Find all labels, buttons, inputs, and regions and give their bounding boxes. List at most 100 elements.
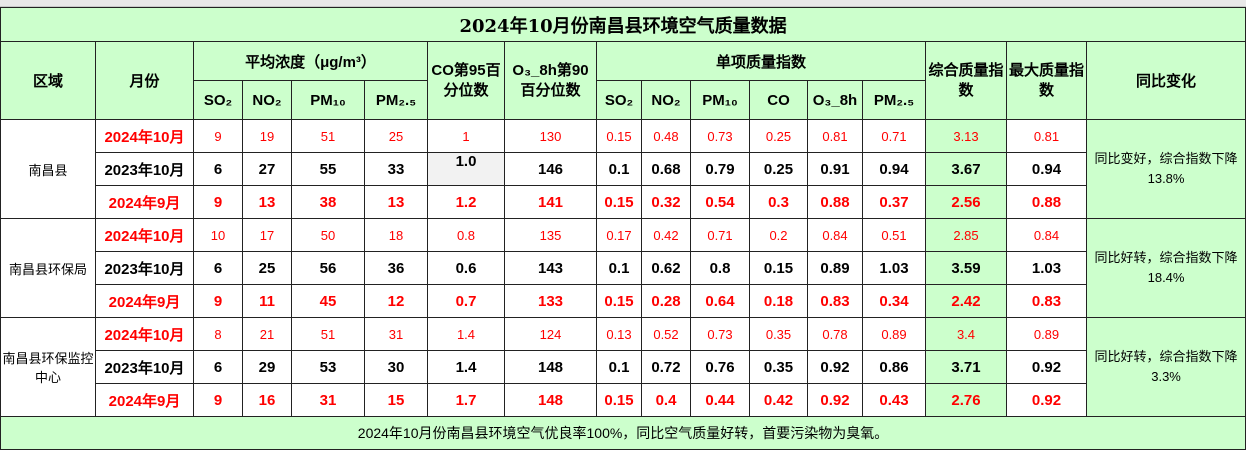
value-cell: 0.89	[807, 251, 863, 285]
value-cell: 3.71	[925, 350, 1007, 384]
value-cell: 0.92	[807, 350, 863, 384]
value-cell: 0.1	[596, 152, 642, 186]
value-cell: 0.6	[427, 251, 505, 285]
value-cell: 2.85	[925, 218, 1007, 252]
value-cell: 130	[504, 119, 597, 153]
value-cell: 9	[193, 383, 243, 417]
value-cell: 0.15	[596, 383, 642, 417]
value-cell: 0.71	[690, 218, 750, 252]
value-cell: 0.89	[862, 317, 926, 351]
month-cell: 2023年10月	[95, 350, 194, 384]
value-cell: 27	[242, 152, 292, 186]
value-cell: 51	[291, 119, 365, 153]
value-cell: 9	[193, 185, 243, 219]
value-cell: 1.03	[1006, 251, 1087, 285]
value-cell: 0.76	[690, 350, 750, 384]
subheader-single: O₃_8h	[807, 80, 863, 120]
value-cell: 13	[364, 185, 428, 219]
value-cell: 8	[193, 317, 243, 351]
value-cell: 143	[504, 251, 597, 285]
value-cell: 18	[364, 218, 428, 252]
month-cell: 2024年10月	[95, 119, 194, 153]
value-cell: 0.35	[749, 350, 808, 384]
value-cell: 0.84	[1006, 218, 1087, 252]
subheader-avg: PM₁₀	[291, 80, 365, 120]
value-cell: 0.15	[596, 185, 642, 219]
value-cell: 0.34	[862, 284, 926, 318]
subheader-avg: SO₂	[193, 80, 243, 120]
value-cell: 0.92	[1006, 383, 1087, 417]
value-cell: 148	[504, 350, 597, 384]
value-cell: 13	[242, 185, 292, 219]
change-cell: 同比变好，综合指数下降13.8%	[1085, 119, 1246, 219]
header-change: 同比变化	[1085, 41, 1246, 120]
table-row: 南昌县 2024年10月 9 19 51 25 1 130 0.15 0.48 0.73 0.25 0.…	[0, 119, 1246, 219]
value-cell: 1.03	[862, 251, 926, 285]
air-quality-table: 2024年10月份南昌县环境空气质量数据 区域 月份 平均浓度（μg/m³） C…	[0, 7, 1246, 450]
value-cell: 0.28	[641, 284, 691, 318]
value-cell: 29	[242, 350, 292, 384]
value-cell: 1.4	[427, 350, 505, 384]
value-cell: 2.56	[925, 185, 1007, 219]
value-cell: 0.15	[749, 251, 808, 285]
header-co95: CO第95百分位数	[427, 41, 505, 120]
value-cell: 0.91	[807, 152, 863, 186]
value-cell: 0.1	[596, 251, 642, 285]
table-row: 2023年10月 6 29 53 30 1.4 148 0.1 0.72 0.76 0.35 0.92…	[1, 350, 1246, 384]
value-cell: 0.68	[641, 152, 691, 186]
region-cell: 南昌县环保局	[0, 218, 96, 318]
value-cell: 36	[364, 251, 428, 285]
subheader-single: SO₂	[596, 80, 642, 120]
value-cell: 17	[242, 218, 292, 252]
month-cell: 2024年9月	[95, 284, 194, 318]
header-avg: 平均浓度（μg/m³）	[193, 41, 428, 81]
value-cell: 0.94	[1006, 152, 1087, 186]
value-cell: 1.2	[427, 185, 505, 219]
value-cell: 0.92	[1006, 350, 1087, 384]
value-cell: 1.7	[427, 383, 505, 417]
value-cell: 0.71	[862, 119, 926, 153]
value-cell: 0.64	[690, 284, 750, 318]
value-cell: 0.79	[690, 152, 750, 186]
value-cell: 1.0	[427, 152, 505, 186]
value-cell: 0.25	[749, 152, 808, 186]
value-cell: 0.81	[1006, 119, 1087, 153]
value-cell: 56	[291, 251, 365, 285]
value-cell: 0.32	[641, 185, 691, 219]
value-cell: 0.3	[749, 185, 808, 219]
value-cell: 0.83	[807, 284, 863, 318]
subheader-avg: PM₂.₅	[364, 80, 428, 120]
table-row: 南昌县环保局 2024年10月 10 17 50 18 0.8 135 0.17 0.42 0.71…	[0, 218, 1246, 318]
month-cell: 2024年9月	[95, 185, 194, 219]
value-cell: 51	[291, 317, 365, 351]
value-cell: 0.42	[749, 383, 808, 417]
value-cell: 124	[504, 317, 597, 351]
table-row: 2024年9月 9 11 45 12 0.7 133 0.15 0.28 0.64 0.18 0.83…	[1, 284, 1246, 318]
value-cell: 0.7	[427, 284, 505, 318]
value-cell: 0.48	[641, 119, 691, 153]
month-cell: 2024年10月	[95, 317, 194, 351]
value-cell: 0.15	[596, 284, 642, 318]
table-row: 2024年9月 9 16 31 15 1.7 148 0.15 0.4 0.44 0.42 0.92 0…	[1, 383, 1246, 417]
value-cell: 33	[364, 152, 428, 186]
value-cell: 0.1	[596, 350, 642, 384]
change-cell: 同比好转，综合指数下降3.3%	[1085, 317, 1246, 417]
value-cell: 0.89	[1006, 317, 1087, 351]
value-cell: 12	[364, 284, 428, 318]
value-cell: 6	[193, 251, 243, 285]
value-cell: 0.42	[641, 218, 691, 252]
value-cell: 6	[193, 350, 243, 384]
value-cell: 50	[291, 218, 365, 252]
subheader-single: PM₁₀	[690, 80, 750, 120]
value-cell: 3.67	[925, 152, 1007, 186]
value-cell: 0.44	[690, 383, 750, 417]
region-cell: 南昌县	[0, 119, 96, 219]
table-row: 2023年10月 6 25 56 36 0.6 143 0.1 0.62 0.8 0.15 0.89 1…	[1, 251, 1246, 285]
header-single: 单项质量指数	[596, 41, 926, 81]
value-cell: 0.86	[862, 350, 926, 384]
value-cell: 55	[291, 152, 365, 186]
value-cell: 0.94	[862, 152, 926, 186]
value-cell: 0.84	[807, 218, 863, 252]
value-cell: 135	[504, 218, 597, 252]
table-title: 2024年10月份南昌县环境空气质量数据	[0, 7, 1246, 42]
